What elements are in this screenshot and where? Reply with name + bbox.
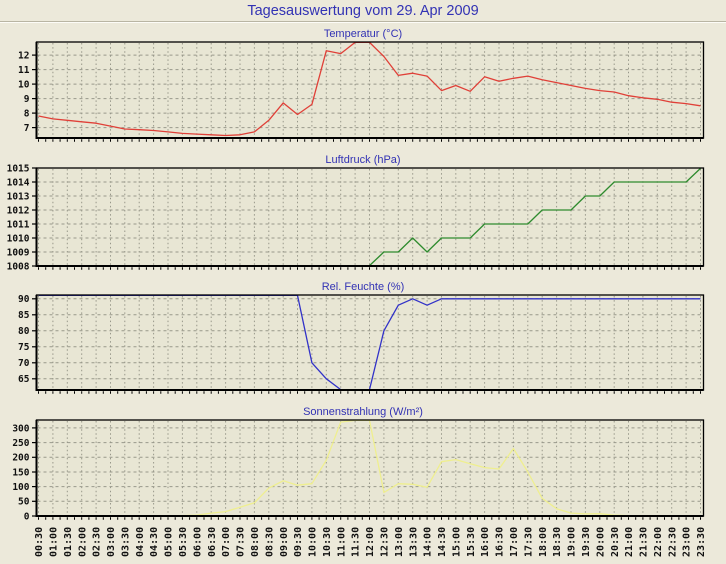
x-tick-label: 06:00 <box>192 527 203 557</box>
chart-plot-3: 0 50 100 150 200 250 300 <box>12 419 705 522</box>
y-tick-label: 1011 <box>7 219 30 230</box>
y-tick-label: 75 <box>18 342 30 353</box>
x-tick-label: 07:00 <box>221 527 232 557</box>
x-tick-label: 14:30 <box>437 527 448 557</box>
y-tick-label: 9 <box>24 94 30 105</box>
x-tick-label: 08:00 <box>250 527 261 557</box>
y-tick-label: 150 <box>12 467 29 478</box>
x-tick-label: 02:00 <box>77 527 88 557</box>
x-tick-label: 04:30 <box>149 527 160 557</box>
x-tick-label: 19:00 <box>567 527 578 557</box>
x-tick-label: 07:30 <box>236 527 247 557</box>
y-tick-label: 10 <box>18 80 30 91</box>
x-tick-label: 06:30 <box>207 527 218 557</box>
y-tick-label: 90 <box>18 294 30 305</box>
y-tick-label: 65 <box>18 374 30 385</box>
x-tick-label: 23:00 <box>682 527 693 557</box>
x-axis-labels: 00:30 01:00 01:30 02:00 02:30 03:00 03:30 04:00… <box>34 527 707 557</box>
y-tick-label: 11 <box>18 65 30 76</box>
y-tick-label: 300 <box>12 423 29 434</box>
x-tick-label: 14:00 <box>423 527 434 557</box>
y-tick-label: 8 <box>24 109 30 120</box>
y-tick-label: 85 <box>18 310 30 321</box>
x-tick-label: 17:00 <box>509 527 520 557</box>
chart-title-luftdruck: Luftdruck (hPa) <box>325 154 401 166</box>
chart-title-rel-feuchte: Rel. Feuchte (%) <box>321 281 405 293</box>
x-tick-label: 01:30 <box>63 527 74 557</box>
x-tick-label: 10:30 <box>322 527 333 557</box>
x-tick-label: 22:00 <box>653 527 664 557</box>
x-tick-label: 02:30 <box>92 527 103 557</box>
x-tick-label: 20:30 <box>610 527 621 557</box>
y-tick-label: 1009 <box>7 247 30 258</box>
y-tick-label: 80 <box>18 326 30 337</box>
title-divider <box>0 21 726 23</box>
x-tick-label: 12:30 <box>380 527 391 557</box>
y-tick-label: 1013 <box>7 191 30 202</box>
y-tick-label: 1012 <box>7 205 30 216</box>
x-tick-label: 19:30 <box>581 527 592 557</box>
chart-title-sonnenstrahlung: Sonnenstrahlung (W/m²) <box>303 406 423 418</box>
y-tick-label: 1015 <box>7 163 30 174</box>
x-tick-label: 04:00 <box>135 527 146 557</box>
x-tick-label: 05:00 <box>164 527 175 557</box>
y-tick-label: 100 <box>12 482 29 493</box>
y-tick-label: 1014 <box>7 177 30 188</box>
page-title: Tagesauswertung vom 29. Apr 2009 <box>247 3 479 19</box>
x-tick-label: 09:00 <box>279 527 290 557</box>
x-tick-label: 03:00 <box>106 527 117 557</box>
x-tick-label: 20:00 <box>595 527 606 557</box>
x-tick-label: 21:00 <box>624 527 635 557</box>
y-tick-label: 50 <box>18 497 30 508</box>
x-tick-label: 08:30 <box>264 527 275 557</box>
x-tick-label: 21:30 <box>639 527 650 557</box>
x-tick-label: 00:30 <box>34 527 45 557</box>
x-tick-label: 23:30 <box>696 527 707 557</box>
x-tick-label: 03:30 <box>120 527 131 557</box>
x-tick-label: 16:30 <box>495 527 506 557</box>
x-tick-label: 10:00 <box>308 527 319 557</box>
x-tick-label: 09:30 <box>293 527 304 557</box>
chart-title-temperatur: Temperatur (°C) <box>323 28 403 40</box>
x-tick-label: 01:00 <box>49 527 60 557</box>
x-tick-label: 18:30 <box>552 527 563 557</box>
x-tick-label: 13:30 <box>408 527 419 557</box>
y-tick-label: 200 <box>12 453 29 464</box>
x-tick-label: 12:00 <box>365 527 376 557</box>
y-tick-label: 70 <box>18 358 30 369</box>
x-tick-label: 11:00 <box>336 527 347 557</box>
chart-plot-0: 7 8 9 10 11 12 <box>18 41 705 142</box>
x-tick-label: 17:30 <box>523 527 534 557</box>
x-tick-label: 05:30 <box>178 527 189 557</box>
y-tick-label: 1010 <box>7 233 30 244</box>
chart-plot-1: 1008 1009 1010 1011 1012 1013 1014 1015 <box>7 163 705 272</box>
y-tick-label: 0 <box>24 511 30 522</box>
x-tick-label: 11:30 <box>351 527 362 557</box>
x-tick-label: 15:30 <box>466 527 477 557</box>
x-tick-label: 13:00 <box>394 527 405 557</box>
x-tick-label: 16:00 <box>480 527 491 557</box>
y-tick-label: 12 <box>18 51 29 62</box>
chart-plot-2: 65 70 75 80 85 90 <box>18 294 705 394</box>
y-tick-label: 1008 <box>7 261 30 272</box>
y-tick-label: 250 <box>12 438 29 449</box>
x-tick-label: 15:00 <box>451 527 462 557</box>
x-tick-label: 22:30 <box>667 527 678 557</box>
x-tick-label: 18:00 <box>538 527 549 557</box>
y-tick-label: 7 <box>24 123 30 134</box>
